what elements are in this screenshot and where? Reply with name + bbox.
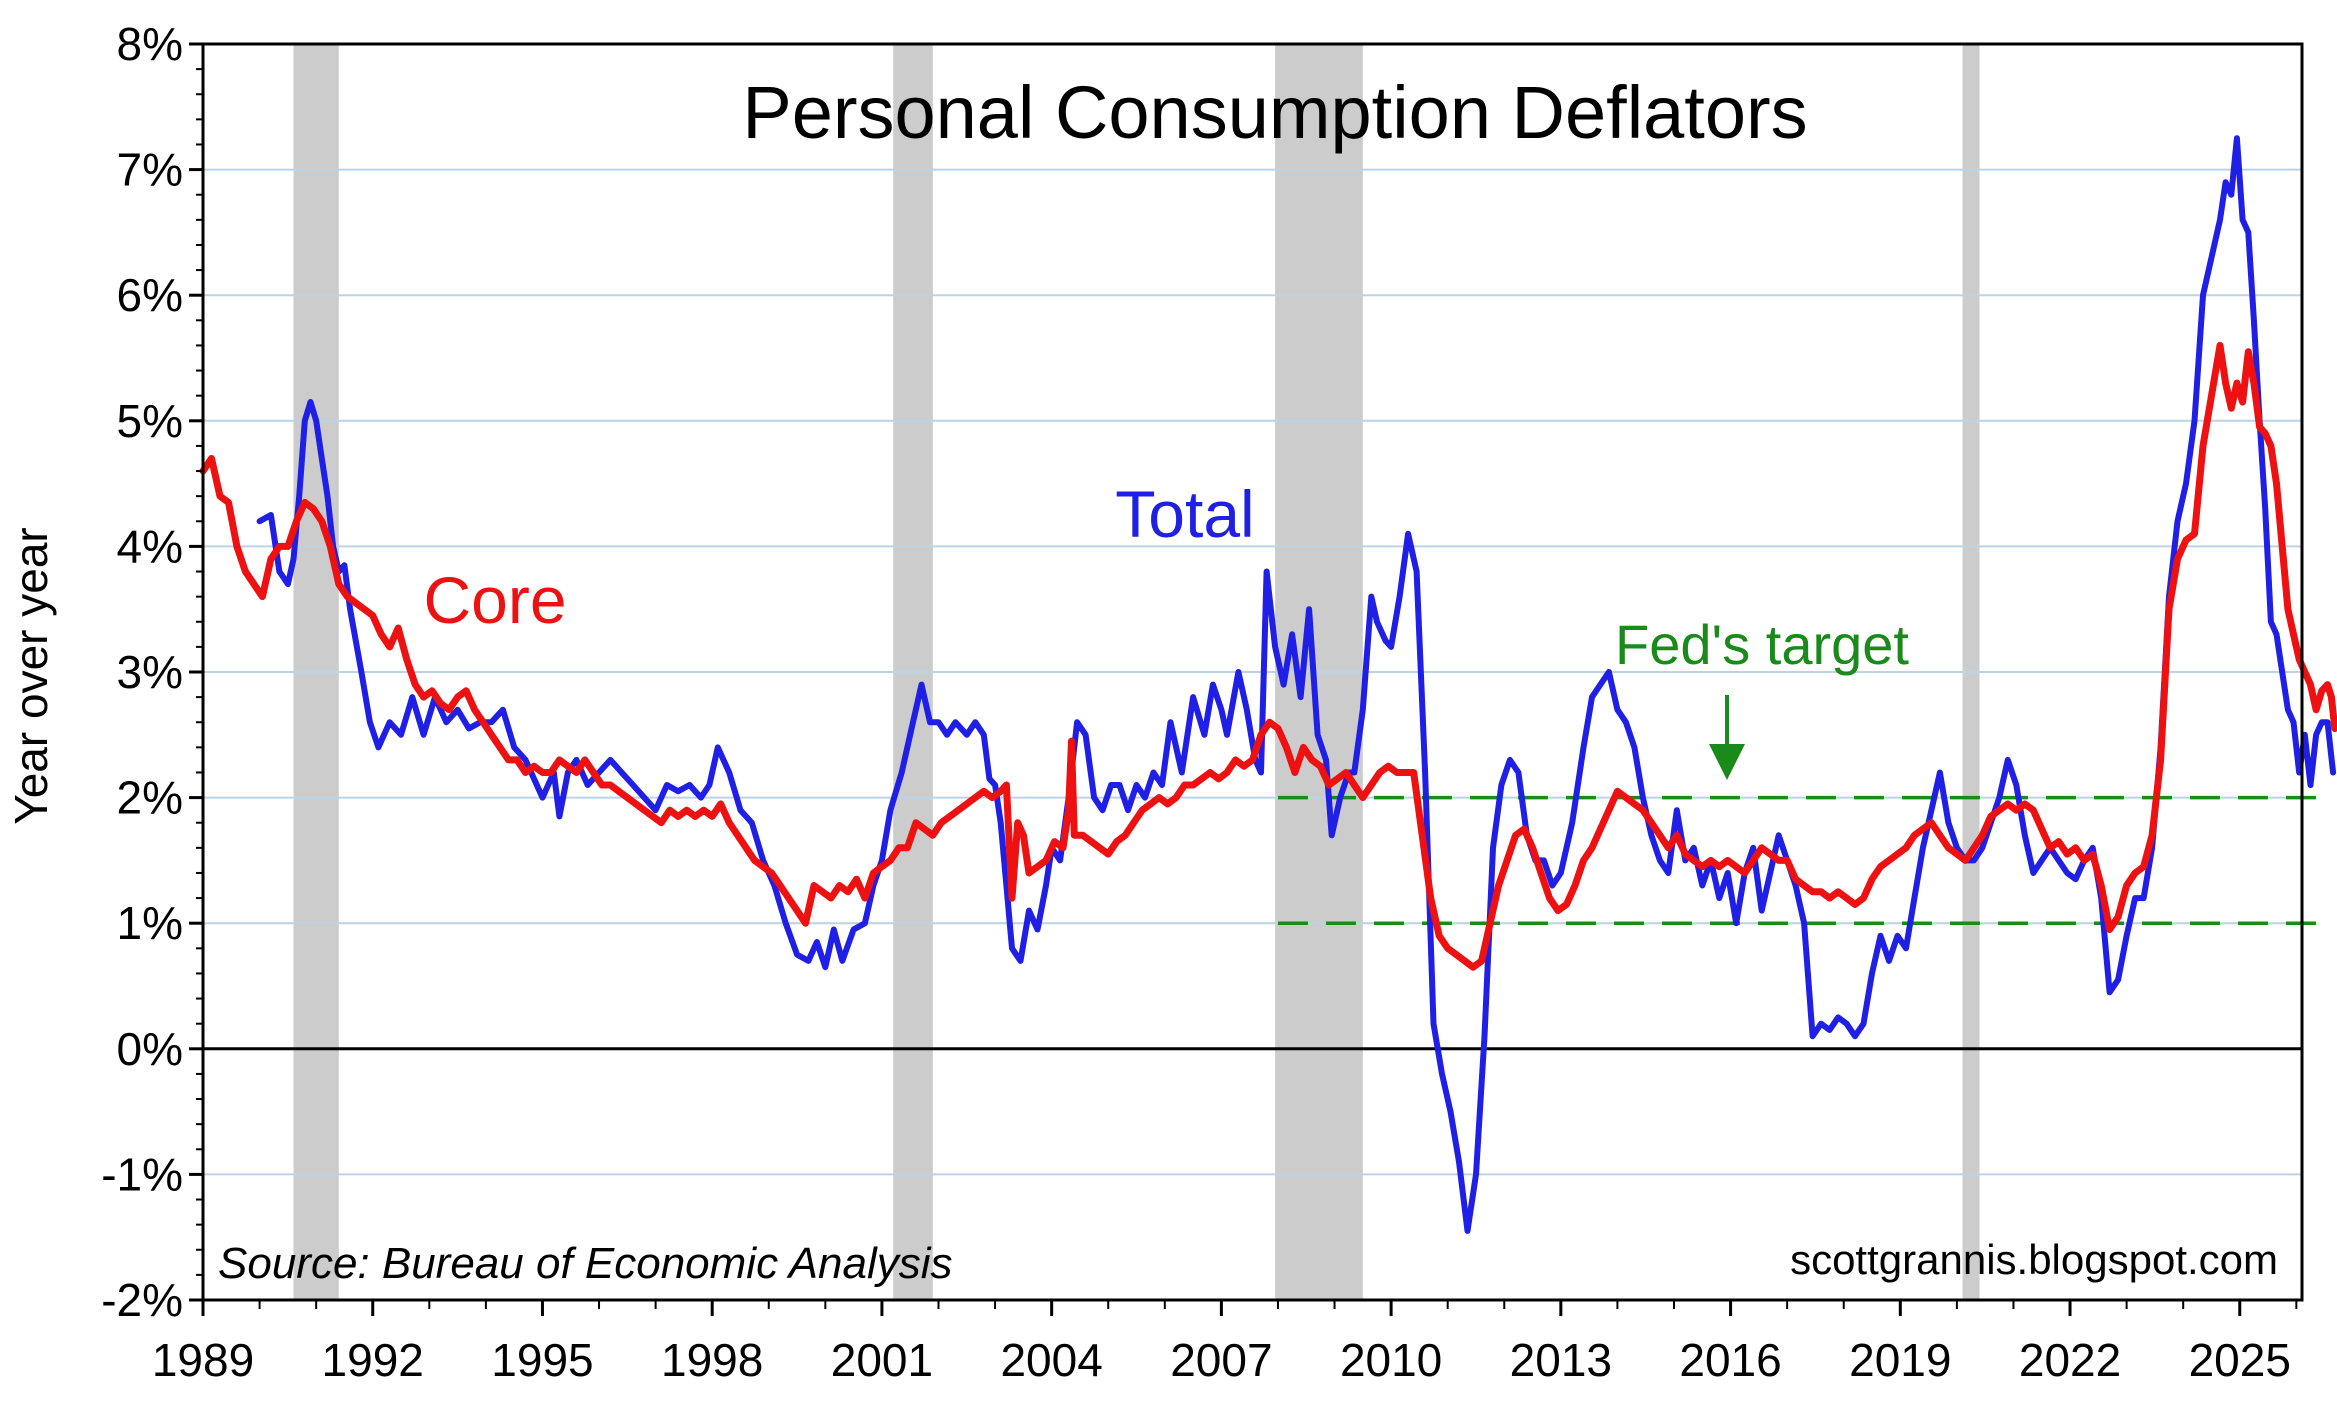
fed-target-band <box>1277 795 2332 925</box>
x-tick-label-6: 2007 <box>1170 1334 1272 1386</box>
chart-title: Personal Consumption Deflators <box>742 71 1807 154</box>
x-tick-label-12: 2025 <box>2189 1334 2291 1386</box>
total-series-line <box>256 135 2337 1234</box>
y-tick-label-2: 0% <box>117 1023 183 1075</box>
x-axis: 1989 1992 1995 1998 2001 2004 2007 2010 2013 2016… <box>152 1300 2298 1386</box>
x-tick-label-7: 2010 <box>1340 1334 1442 1386</box>
total-label: Total <box>1115 477 1254 551</box>
fed-target-arrow <box>1709 695 1745 780</box>
x-tick-label-3: 1998 <box>661 1334 763 1386</box>
x-tick-label-1: 1992 <box>322 1334 424 1386</box>
y-tick-label-8: 6% <box>117 269 183 321</box>
x-tick-label-9: 2016 <box>1679 1334 1781 1386</box>
x-tick-label-10: 2019 <box>1849 1334 1951 1386</box>
series-layer <box>199 135 2337 1234</box>
y-tick-label-10: 8% <box>117 18 183 70</box>
core-label: Core <box>423 563 566 637</box>
x-tick-label-0: 1989 <box>152 1334 254 1386</box>
y-axis: -2% -1% 0% 1% 2% 3% 4% 5% 6% 7% 8% <box>101 18 203 1326</box>
x-tick-label-5: 2004 <box>1000 1334 1102 1386</box>
x-tick-label-4: 2001 <box>831 1334 933 1386</box>
y-tick-label-5: 3% <box>117 646 183 698</box>
fed-target-label: Fed's target <box>1615 613 1909 676</box>
y-tick-label-3: 1% <box>117 897 183 949</box>
grid-lines <box>203 43 2302 1301</box>
credit-note: scottgrannis.blogspot.com <box>1790 1236 2278 1283</box>
y-tick-label-9: 7% <box>117 144 183 196</box>
y-tick-label-6: 4% <box>117 520 183 572</box>
y-tick-label-1: -1% <box>101 1148 183 1200</box>
core-series-line <box>199 341 2337 971</box>
x-tick-label-11: 2022 <box>2019 1334 2121 1386</box>
x-tick-label-8: 2013 <box>1510 1334 1612 1386</box>
y-axis-label: Year over year <box>5 527 57 824</box>
source-note: Source: Bureau of Economic Analysis <box>218 1239 953 1288</box>
y-tick-label-7: 5% <box>117 395 183 447</box>
y-tick-label-0: -2% <box>101 1274 183 1326</box>
x-tick-label-2: 1995 <box>491 1334 593 1386</box>
y-tick-label-4: 2% <box>117 772 183 824</box>
